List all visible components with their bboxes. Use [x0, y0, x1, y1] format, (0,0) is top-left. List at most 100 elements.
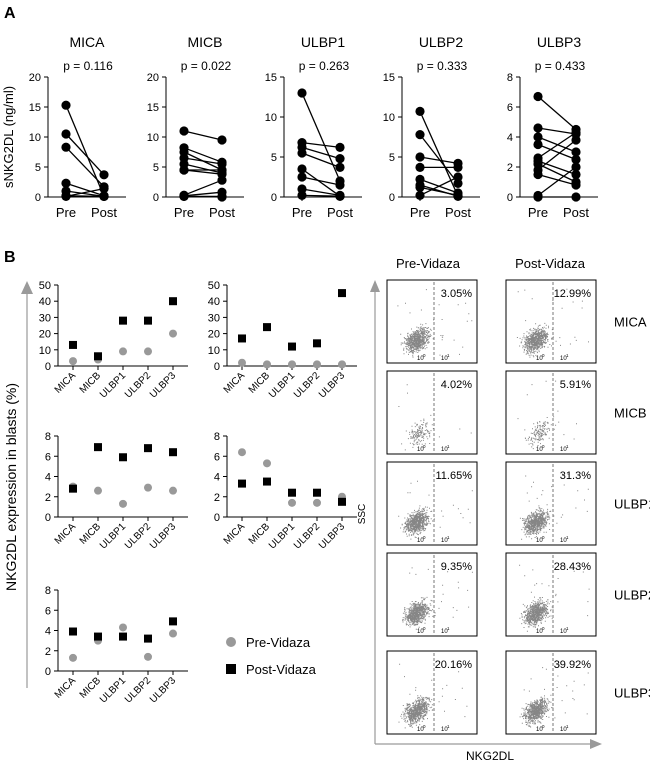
x-tick-label: Pre: [174, 205, 194, 220]
legend-pre-marker: [226, 637, 236, 647]
pair-line: [301, 152, 341, 169]
gate-percentage: 28.43%: [554, 561, 592, 573]
pair-line: [65, 182, 105, 197]
flow-plot-frame: [386, 552, 478, 637]
post-vidaza-point: [69, 340, 77, 349]
tick-exponent: 1: [447, 444, 450, 449]
y-tick-label: 4: [45, 472, 51, 484]
pre-vidaza-point: [69, 653, 77, 662]
pair-line: [419, 134, 459, 184]
pair-line: [419, 156, 459, 165]
x-tick-label: ULBP3: [317, 521, 347, 551]
post-vidaza-point: [94, 352, 102, 361]
flow-plot-frame: [386, 279, 478, 364]
y-tick-label: 8: [507, 72, 513, 84]
post-vidaza-point: [69, 627, 77, 636]
post-vidaza-point: [338, 497, 346, 506]
flow-plot-frame: [505, 461, 597, 546]
pair-line: [419, 176, 459, 196]
pair-line: [183, 195, 223, 198]
post-point: [217, 135, 227, 145]
plot-title: ULBP1: [301, 34, 346, 50]
panel-a-plot-micb: MICB p = 0.022 0 5 10 15 20 Pre Post: [147, 34, 244, 220]
pair-line: [301, 168, 341, 197]
y-tick-label: 0: [214, 512, 220, 524]
row-label-ulbp3: ULBP3: [614, 686, 650, 701]
post-vidaza-point: [119, 453, 127, 462]
post-point: [571, 169, 581, 180]
x-tick-label: Pre: [292, 205, 312, 220]
y-tick-label: 10: [383, 112, 395, 124]
pair-line: [537, 163, 577, 183]
pair-line: [183, 157, 223, 165]
pre-vidaza-point: [169, 629, 177, 638]
x-tick-label: ULBP3: [148, 675, 178, 705]
pair-line: [301, 146, 341, 160]
flow-plot-frame: [505, 279, 597, 364]
post-point: [571, 127, 581, 138]
gate-percentage: 3.05%: [441, 288, 472, 300]
post-vidaza-point: [119, 316, 127, 325]
pair-line: [183, 179, 223, 196]
tick-label: 10: [560, 447, 567, 453]
flow-events: [516, 288, 589, 358]
x-tick-label: Post: [327, 205, 353, 220]
post-point: [571, 154, 581, 165]
pre-point: [179, 126, 189, 136]
tick-exponent: 0: [542, 535, 545, 540]
pair-line: [301, 176, 341, 186]
y-tick-label: 6: [214, 451, 220, 463]
y-tick-label: 40: [208, 296, 220, 308]
pair-line: [301, 92, 341, 182]
pre-point: [61, 129, 71, 139]
tick-label: 10: [560, 538, 567, 544]
post-point: [453, 178, 463, 188]
tick-label: 10: [536, 356, 543, 362]
y-tick-label: 5: [271, 152, 277, 164]
tick-exponent: 1: [566, 626, 569, 631]
y-tick-label: 8: [214, 431, 220, 443]
pre-point: [61, 142, 71, 152]
x-tick-label: ULBP3: [148, 370, 178, 400]
pair-line: [537, 143, 577, 161]
y-tick-label: 10: [39, 345, 51, 357]
tick-exponent: 1: [566, 444, 569, 449]
x-tick-label: ULBP1: [267, 370, 297, 400]
pair-line: [183, 147, 223, 163]
pre-point: [415, 182, 425, 192]
pre-vidaza-point: [144, 347, 152, 356]
panel-a-plot-mica: MICA p = 0.116 0 5 10 15 20 Pre Post: [29, 34, 126, 220]
x-tick-label: MICA: [53, 675, 79, 701]
pre-vidaza-point: [119, 499, 127, 508]
y-tick-label: 6: [507, 102, 513, 114]
pair-line: [65, 190, 105, 198]
x-tick-label: MICA: [222, 521, 248, 547]
y-tick-label: 4: [214, 472, 220, 484]
flow-plot-frame: [505, 650, 597, 735]
y-tick-label: 20: [147, 72, 159, 84]
y-tick-label: 15: [29, 102, 41, 114]
gate-percentage: 39.92%: [554, 659, 592, 671]
post-vidaza-point: [169, 617, 177, 626]
post-vidaza-point: [119, 632, 127, 641]
y-tick-label: 15: [265, 72, 277, 84]
post-vidaza-point: [169, 297, 177, 306]
pre-point: [61, 178, 71, 188]
x-tick-label: ULBP3: [317, 370, 347, 400]
gate-percentage: 11.65%: [436, 470, 473, 482]
pre-point: [297, 184, 307, 194]
pre-point: [297, 172, 307, 182]
tick-exponent: 1: [566, 724, 569, 729]
gate-percentage: 4.02%: [441, 379, 472, 391]
pair-line: [65, 195, 105, 198]
pair-line: [301, 141, 341, 149]
flow-plot-frame: [505, 370, 597, 455]
plot-title: ULBP3: [537, 34, 582, 50]
